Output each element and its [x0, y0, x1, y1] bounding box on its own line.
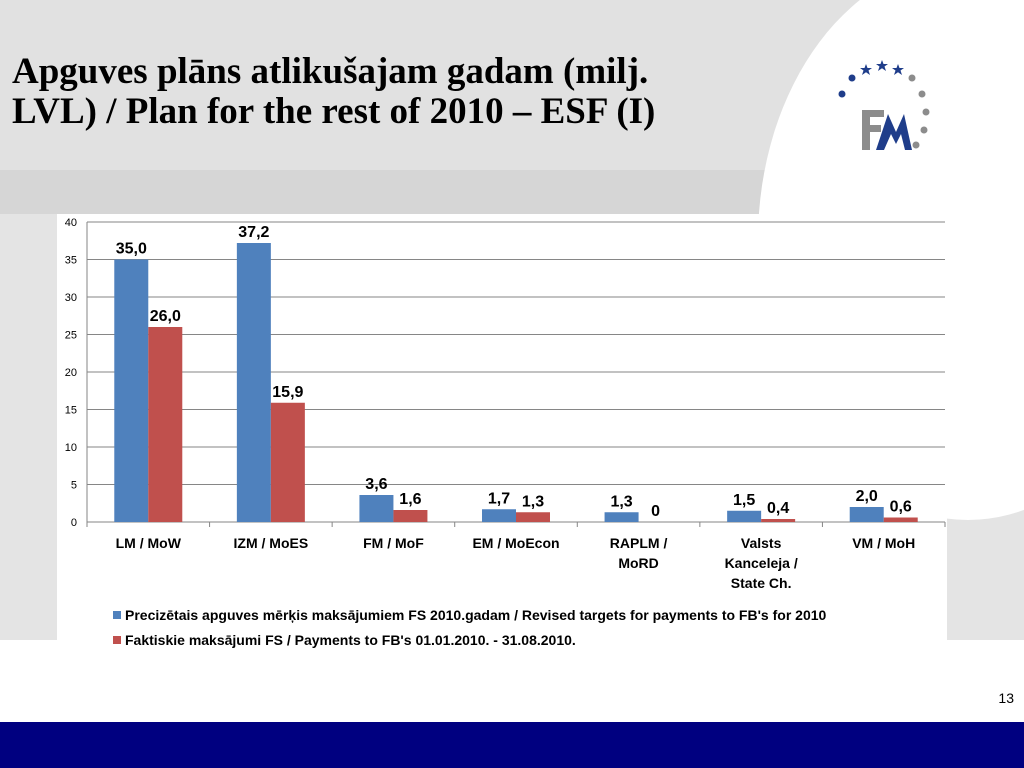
x-category-label: LM / MoW: [116, 535, 182, 551]
bar-revised-target: [482, 509, 516, 522]
y-tick-label: 15: [65, 405, 77, 417]
data-label-actual: 0,4: [767, 500, 789, 517]
bar-actual-payment: [270, 402, 305, 522]
bar-actual-payment: [516, 512, 550, 522]
x-category-label: VM / MoH: [852, 535, 915, 551]
legend-label-revised-targets: Precizētais apguves mērķis maksājumiem F…: [125, 607, 827, 623]
x-category-label: Valsts Kanceleja / State Ch.: [725, 535, 798, 591]
footer-band: [0, 722, 1024, 768]
x-category-label-line: VM / MoH: [852, 535, 915, 551]
y-tick-label: 30: [65, 292, 77, 304]
chart-area: 35,0 26,0 37,2 15,9 3,6 1,6 1,7 1,3 1,3 0 1,5 0,4 2,…: [57, 214, 947, 676]
x-category-label-line: Valsts: [741, 535, 782, 551]
x-category-label-line: State Ch.: [731, 575, 792, 591]
bar-revised-target: [114, 259, 149, 522]
y-tick-label: 0: [71, 517, 77, 529]
x-category-label: RAPLM / MoRD: [610, 535, 668, 571]
data-label-revised: 1,3: [610, 493, 632, 510]
x-category-label-line: RAPLM /: [610, 535, 668, 551]
y-tick-label: 25: [65, 330, 77, 342]
x-category-label: EM / MoEcon: [472, 535, 559, 551]
x-category-label-line: IZM / MoES: [234, 535, 309, 551]
x-category-label-line: EM / MoEcon: [472, 535, 559, 551]
legend-label-actual-payments: Faktiskie maksājumi FS / Payments to FB'…: [125, 632, 576, 648]
page-number: 13: [998, 690, 1014, 706]
data-label-revised: 1,5: [733, 492, 755, 509]
bar-actual-payment: [883, 517, 918, 522]
data-label-actual: 15,9: [272, 384, 303, 401]
x-category-label-line: FM / MoF: [363, 535, 424, 551]
fm-logo: [826, 52, 938, 162]
bar-actual-payment: [393, 510, 428, 522]
data-label-actual: 0: [651, 503, 660, 520]
chart-legend: Precizētais apguves mērķis maksājumiem F…: [113, 606, 923, 656]
legend-item-actual-payments: Faktiskie maksājumi FS / Payments to FB'…: [113, 631, 923, 650]
data-label-revised: 2,0: [856, 488, 878, 505]
x-category-label-line: MoRD: [618, 555, 658, 571]
legend-swatch-blue: [113, 611, 121, 619]
x-category-label-line: LM / MoW: [116, 535, 182, 551]
data-label-actual: 1,6: [399, 491, 421, 508]
bar-revised-target: [604, 512, 639, 522]
bar-actual-payment: [148, 327, 183, 522]
y-tick-label: 10: [65, 442, 77, 454]
data-label-actual: 0,6: [890, 499, 912, 516]
y-tick-label: 20: [65, 367, 77, 379]
bar-actual-payment: [761, 519, 796, 522]
bar-chart: 35,0 26,0 37,2 15,9 3,6 1,6 1,7 1,3 1,3 0 1,5 0,4 2,…: [65, 217, 946, 591]
data-label-revised: 1,7: [488, 490, 510, 507]
data-label-revised: 37,2: [238, 224, 269, 241]
bar-revised-target: [849, 507, 884, 522]
legend-swatch-red: [113, 636, 121, 644]
data-label-revised: 35,0: [116, 241, 147, 258]
slide-title: Apguves plāns atlikušajam gadam (milj. L…: [12, 51, 656, 132]
x-category-label: IZM / MoES: [234, 535, 309, 551]
x-category-label: FM / MoF: [363, 535, 424, 551]
bar-revised-target: [359, 495, 394, 522]
data-label-actual: 26,0: [150, 308, 181, 325]
data-label-actual: 1,3: [522, 493, 544, 510]
fm-logo-icon: [838, 60, 930, 150]
bar-revised-target: [727, 510, 762, 522]
y-tick-label: 5: [71, 480, 77, 492]
legend-item-revised-targets: Precizētais apguves mērķis maksājumiem F…: [113, 606, 923, 625]
bar-revised-target: [236, 243, 271, 522]
x-category-label-line: Kanceleja /: [725, 555, 798, 571]
data-label-revised: 3,6: [365, 476, 387, 493]
y-tick-label: 35: [65, 255, 77, 267]
y-tick-label: 40: [65, 217, 77, 229]
